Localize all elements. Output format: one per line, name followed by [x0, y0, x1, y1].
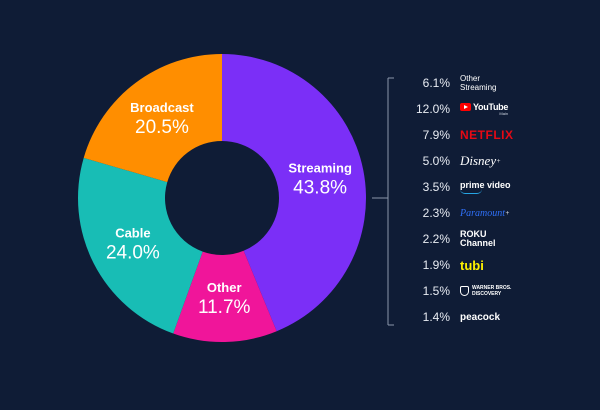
paramount-plus-logo: Paramount +	[460, 207, 510, 219]
breakdown-value: 1.9%	[422, 258, 450, 272]
peacock-logo: peacock	[460, 311, 501, 323]
disney-plus-logo: Disney +	[460, 153, 501, 168]
other-streaming-text: Other Streaming	[460, 74, 497, 92]
breakdown-value: 1.5%	[422, 284, 450, 298]
youtube-logo: YouTube Main	[460, 99, 508, 119]
breakdown-row-peacock: 1.4% peacock	[392, 304, 532, 330]
slice-value-broadcast: 20.5%	[135, 117, 189, 138]
breakdown-row-tubi: 1.9% tubi	[392, 252, 532, 278]
breakdown-row-roku: 2.2% ROKU Channel	[392, 226, 532, 252]
slice-other	[173, 250, 277, 342]
netflix-logo: NETFLIX	[460, 128, 514, 142]
slice-label-broadcast: Broadcast	[130, 100, 194, 115]
breakdown-value: 2.3%	[422, 206, 450, 220]
breakdown-value: 2.2%	[422, 232, 450, 246]
slice-value-other: 11.7%	[198, 297, 251, 318]
breakdown-value: 6.1%	[422, 76, 450, 90]
breakdown-row-other-streaming: 6.1% Other Streaming	[392, 70, 532, 96]
breakdown-value: 3.5%	[422, 180, 450, 194]
slice-label-other: Other	[207, 280, 242, 295]
slice-label-streaming: Streaming	[288, 161, 352, 176]
breakdown-value: 7.9%	[422, 128, 450, 142]
roku-channel-logo: ROKU Channel	[460, 229, 496, 248]
breakdown-value: 12.0%	[415, 102, 450, 116]
breakdown-row-paramount: 2.3% Paramount +	[392, 200, 532, 226]
donut-slices	[78, 54, 367, 342]
breakdown-bracket	[372, 77, 394, 326]
breakdown-value: 5.0%	[422, 154, 450, 168]
slice-value-cable: 24.0%	[106, 242, 160, 263]
slice-value-streaming: 43.8%	[293, 178, 347, 199]
breakdown-row-wbd: 1.5% WARNER BROS. DISCOVERY	[392, 278, 532, 304]
streaming-breakdown: 6.1% Other Streaming 12.0% YouTube Main 7…	[392, 70, 532, 332]
breakdown-row-netflix: 7.9% NETFLIX	[392, 122, 532, 148]
slice-cable	[78, 157, 203, 334]
donut-labels: Streaming 43.8% Other 11.7% Cable 24.0% Broadc…	[106, 100, 352, 318]
breakdown-value: 1.4%	[422, 310, 450, 324]
prime-video-logo: prime video	[460, 177, 511, 197]
breakdown-row-disney: 5.0% Disney +	[392, 148, 532, 174]
slice-label-cable: Cable	[115, 225, 150, 240]
tubi-logo: tubi	[460, 257, 484, 273]
slice-broadcast	[83, 54, 222, 183]
breakdown-row-youtube: 12.0% YouTube Main	[392, 96, 532, 122]
slice-streaming	[222, 54, 367, 332]
breakdown-row-prime-video: 3.5% prime video	[392, 174, 532, 200]
warner-bros-discovery-logo: WARNER BROS. DISCOVERY	[460, 281, 511, 301]
